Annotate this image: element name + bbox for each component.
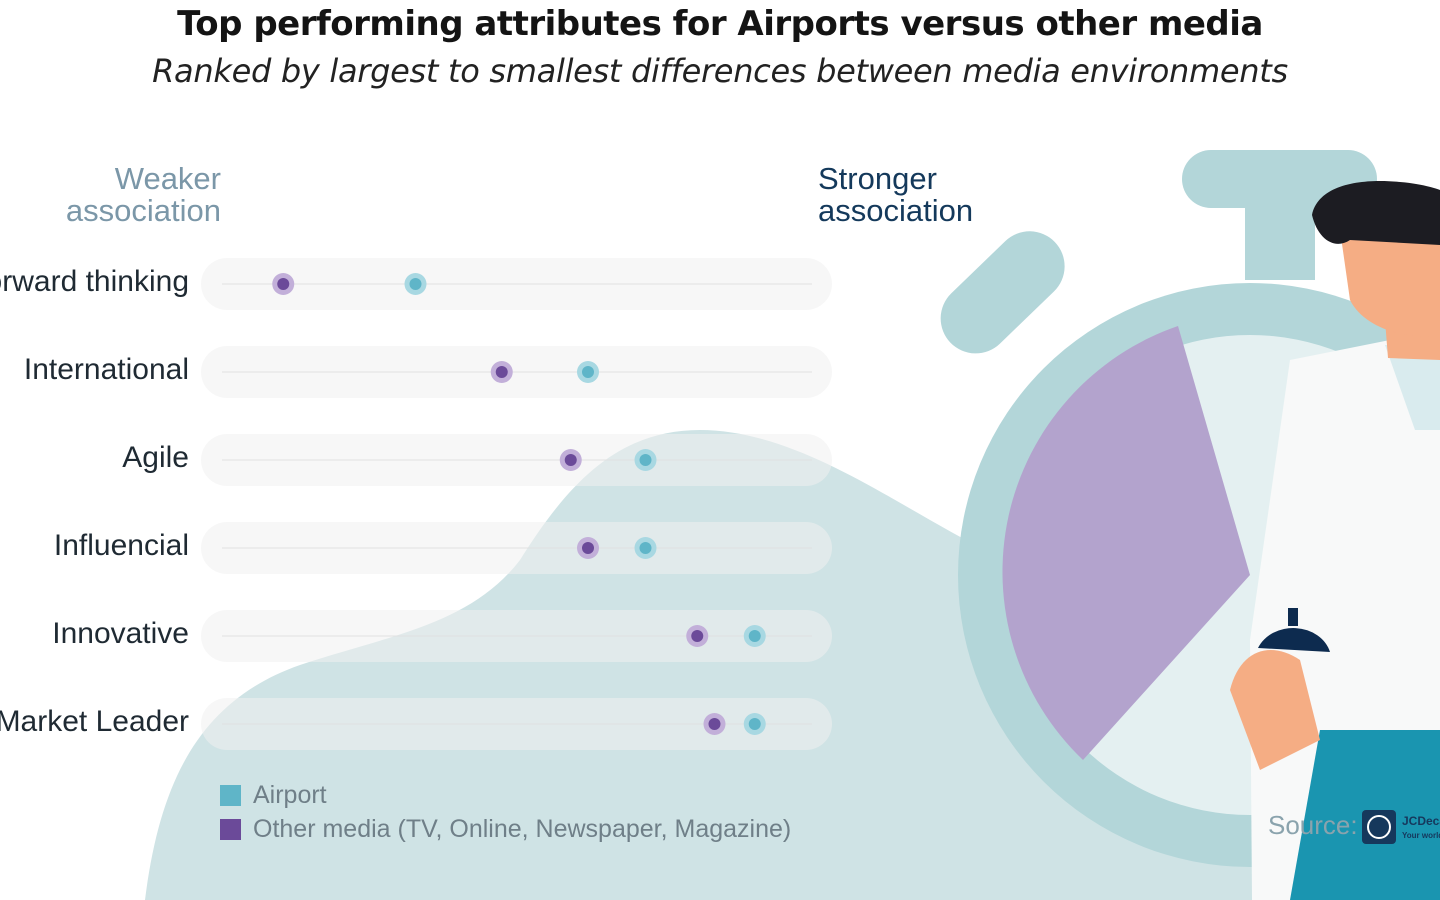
chart-subtitle: Ranked by largest to smallest difference… <box>152 52 1288 90</box>
weaker-label-line-1: Weaker <box>114 161 221 196</box>
stopwatch-stem <box>1245 200 1315 280</box>
stopwatch-in-hand-button <box>1288 608 1298 626</box>
airport-point <box>634 449 657 471</box>
legend-label-other-media: Other media (TV, Online, Newspaper, Maga… <box>253 814 792 843</box>
category-label: Innovative <box>52 617 189 650</box>
stopwatch-in-hand <box>1258 628 1330 652</box>
legend-item-other-media: Other media (TV, Online, Newspaper, Maga… <box>220 812 791 846</box>
stopwatch-side-button <box>940 231 1065 354</box>
stronger-label-line-2: association <box>818 193 974 228</box>
category-label: Market Leader <box>0 705 189 738</box>
other-media-point <box>272 273 295 295</box>
other-media-point <box>703 713 726 735</box>
brand-tagline: Your world <box>1402 831 1440 840</box>
stopwatch-pie-segment <box>1002 326 1250 760</box>
category-label: Influencial <box>53 529 189 562</box>
airport-point <box>634 537 657 559</box>
person-hair <box>1312 180 1440 245</box>
other-media-point <box>490 361 513 383</box>
stronger-label-line-1: Stronger <box>818 161 937 196</box>
legend-label-airport: Airport <box>253 780 327 809</box>
airport-point <box>404 273 427 295</box>
source-label: Source: <box>1268 810 1358 840</box>
weaker-label-line-2: association <box>65 193 221 228</box>
person-illustration <box>1230 180 1440 900</box>
category-label: International <box>23 353 189 386</box>
legend: Airport Other media (TV, Online, Newspap… <box>220 778 791 846</box>
brand-logo-text: JCDecaux <box>1402 814 1440 828</box>
chart-title: Top performing attributes for Airports v… <box>177 4 1263 44</box>
airport-point <box>743 625 766 647</box>
background-blob <box>145 430 1270 900</box>
row-tracks <box>201 258 832 750</box>
logo-globe-bg <box>1362 810 1396 844</box>
legend-swatch-other-media <box>220 818 241 840</box>
person-arm <box>1230 650 1320 770</box>
airport-point <box>577 361 599 383</box>
airport-point <box>743 713 766 735</box>
logo-globe-icon <box>1367 815 1391 839</box>
other-media-point <box>559 449 582 471</box>
person-tie <box>1385 345 1440 430</box>
category-label: Forward thinking <box>0 265 189 298</box>
data-points <box>272 273 766 735</box>
other-media-point <box>686 625 709 647</box>
other-media-point <box>577 537 599 559</box>
legend-item-airport: Airport <box>220 778 791 812</box>
legend-swatch-airport <box>220 784 241 806</box>
jcdecaux-logo: JCDecaux Your world <box>1362 810 1440 844</box>
category-label: Agile <box>122 441 189 474</box>
weaker-association-label: Weaker association <box>66 163 221 227</box>
stronger-association-label: Stronger association <box>818 163 973 227</box>
